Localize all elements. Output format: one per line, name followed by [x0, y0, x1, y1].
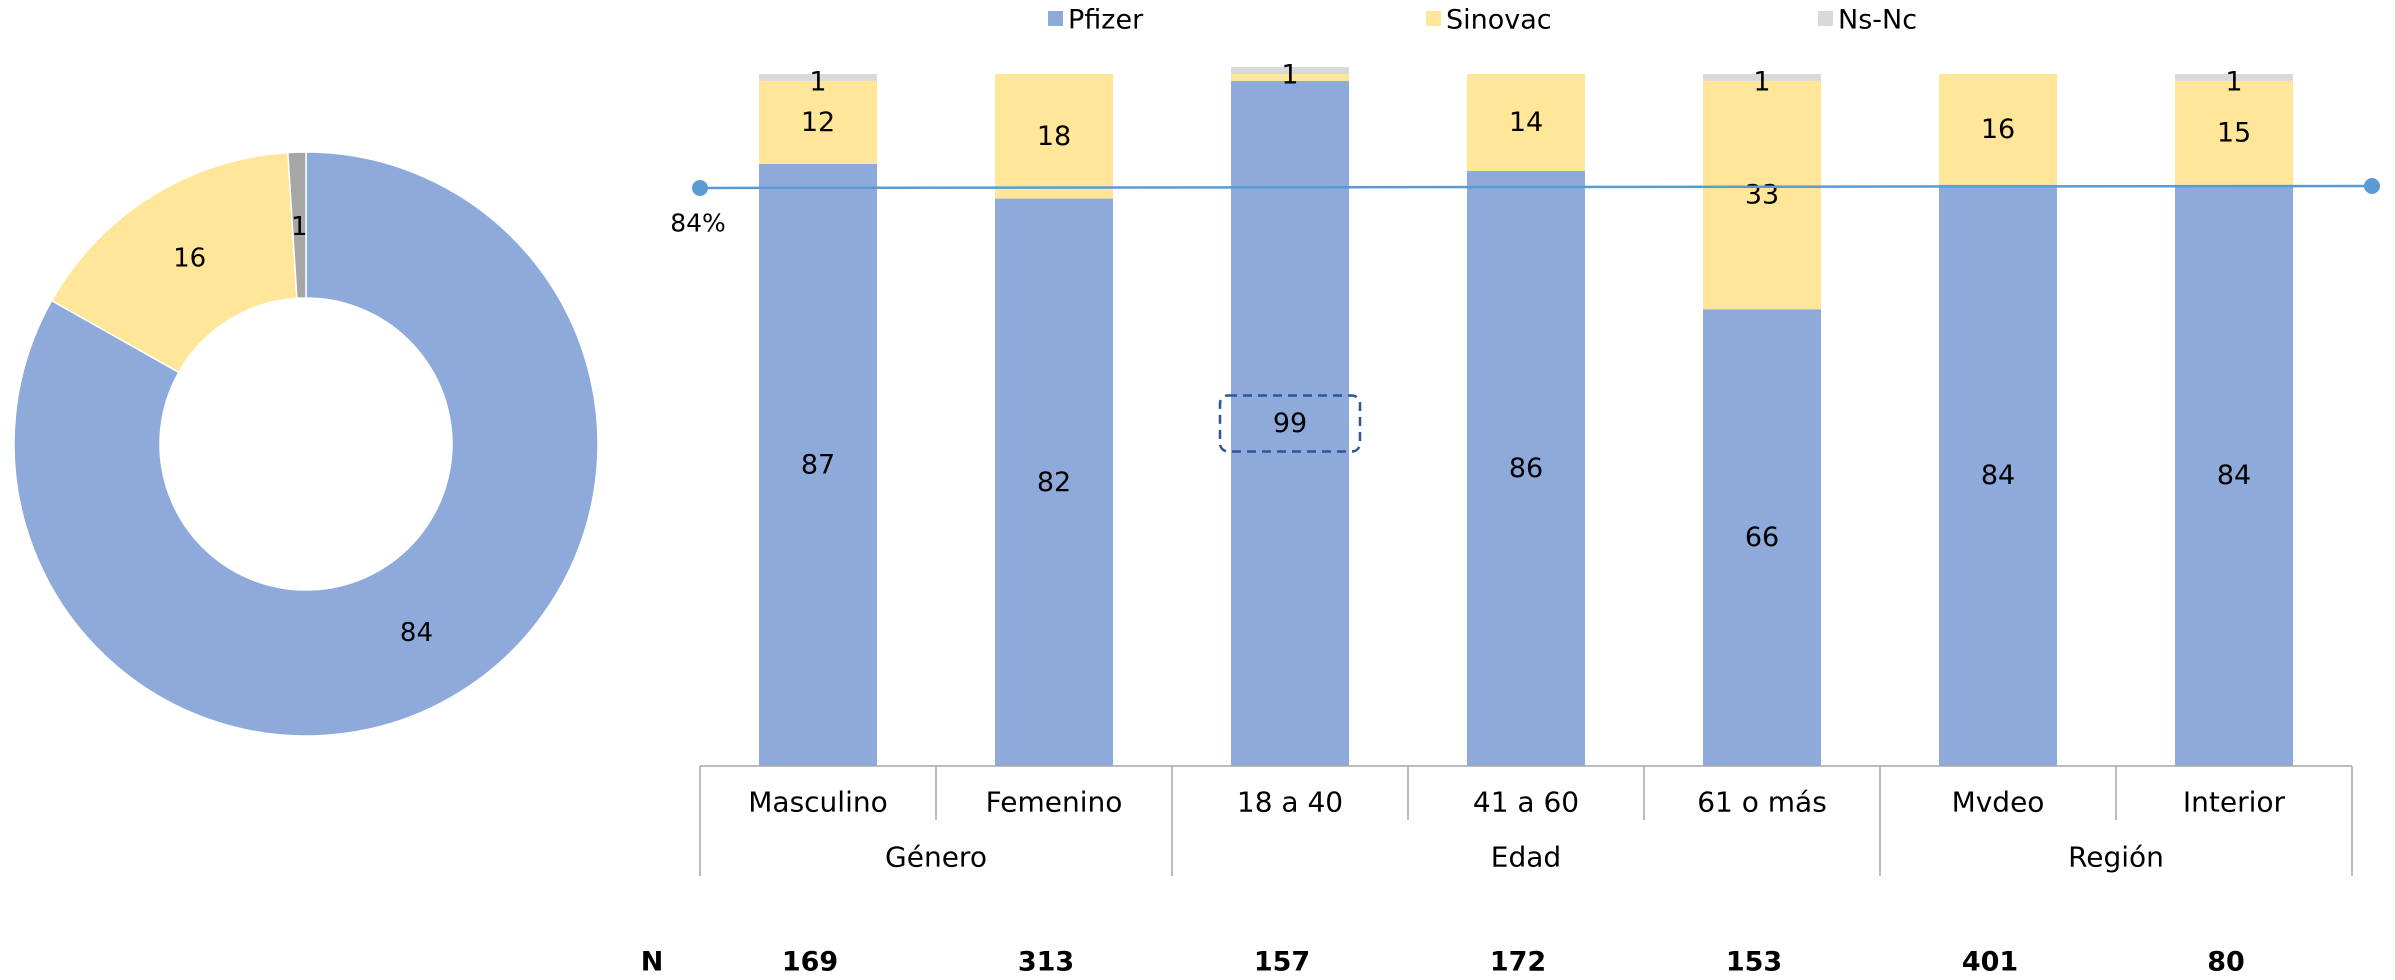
group-label: Género: [885, 841, 987, 874]
reference-line-marker: [2364, 178, 2380, 194]
bar-sinovac-2: [1231, 74, 1349, 81]
donut-chart: 84 16 1: [13, 151, 599, 737]
n-row-label: N: [641, 947, 664, 977]
donut-slice-pfizer: [13, 151, 599, 737]
reference-line: 84%: [670, 178, 2380, 238]
legend-label: Ns-Nc: [1838, 5, 1917, 36]
n-row-value: 157: [1254, 947, 1310, 977]
bar-data-label: 14: [1509, 107, 1543, 138]
bar-pfizer-4: [1703, 309, 1821, 766]
bar-pfizer-6: [2175, 184, 2293, 767]
donut-slice-sinovac: [50, 151, 298, 374]
n-row-value: 313: [1018, 947, 1074, 977]
bar-data-label: 16: [1981, 114, 2015, 145]
category-label: Interior: [2183, 786, 2286, 819]
bar-data-label: 15: [2217, 117, 2251, 148]
category-label: 41 a 60: [1473, 786, 1579, 819]
group-label: Edad: [1491, 841, 1561, 874]
bar-data-label: 84: [2217, 460, 2251, 491]
bar-ns-nc-2: [1231, 67, 1349, 74]
legend: Pfizer Sinovac Ns-Nc: [1048, 5, 1917, 36]
bar-data-label: 1: [809, 67, 826, 98]
legend-swatch: [1426, 11, 1441, 26]
reference-line-marker: [692, 180, 708, 196]
legend-swatch: [1818, 11, 1833, 26]
bar-data-label: 99: [1273, 408, 1307, 439]
bar-pfizer-1: [995, 198, 1113, 766]
bar-data-label: 18: [1037, 121, 1071, 152]
bar-data-label: 1: [1753, 67, 1770, 98]
group-label: Región: [2068, 841, 2164, 874]
bar-sinovac-0: [759, 80, 877, 164]
sample-size-row: N 169 313 157 172 153 401 80: [641, 947, 2245, 978]
category-axis: Masculino Femenino 18 a 40 41 a 60 61 o más M…: [699, 765, 2353, 876]
donut-label: 16: [173, 243, 206, 273]
bar-sinovac-1: [995, 74, 1113, 199]
bar-data-label: 84: [1981, 460, 2015, 491]
bar-data-label: 1: [1281, 60, 1298, 91]
highlight-box: [1218, 394, 1362, 453]
donut-slice-ns-nc: [287, 151, 307, 300]
bar-data-label: 86: [1509, 453, 1543, 484]
bar-ns-nc-4: [1703, 74, 1821, 81]
reference-line-segment: [699, 184, 2373, 190]
category-label: Mvdeo: [1952, 786, 2045, 819]
stacked-bar-chart: 87 12 1 82 18 99 1 86 14 66 33 1 84 16 84 15 1: [759, 60, 2293, 767]
bar-data-label: 1: [2225, 67, 2242, 98]
bar-data-label: 87: [801, 449, 835, 480]
reference-line-label: 84%: [670, 209, 726, 238]
bar-pfizer-2: [1231, 80, 1349, 767]
bar-ns-nc-6: [2175, 74, 2293, 81]
bar-sinovac-4: [1703, 80, 1821, 310]
bar-data-label: 66: [1745, 522, 1779, 553]
legend-label: Sinovac: [1446, 5, 1552, 36]
category-label: 61 o más: [1697, 786, 1827, 819]
bar-pfizer-5: [1939, 184, 2057, 767]
n-row-value: 172: [1490, 947, 1546, 977]
category-label: Masculino: [748, 786, 887, 819]
legend-swatch: [1048, 11, 1063, 26]
bar-sinovac-3: [1467, 74, 1585, 171]
bar-sinovac-5: [1939, 74, 2057, 185]
bar-data-label: 12: [801, 107, 835, 138]
n-row-value: 80: [2207, 947, 2245, 977]
n-row-value: 153: [1726, 947, 1782, 977]
bar-ns-nc-0: [759, 74, 877, 81]
category-label: 18 a 40: [1237, 786, 1343, 819]
donut-label: 84: [400, 618, 433, 648]
bar-pfizer-0: [759, 163, 877, 766]
legend-label: Pfizer: [1068, 5, 1144, 36]
bar-data-label: 82: [1037, 467, 1071, 498]
category-label: Femenino: [986, 786, 1123, 819]
bar-pfizer-3: [1467, 170, 1585, 766]
donut-label: 1: [291, 212, 308, 242]
bar-sinovac-6: [2175, 80, 2293, 185]
bar-data-label: 33: [1745, 180, 1779, 211]
n-row-value: 169: [782, 947, 838, 977]
n-row-value: 401: [1962, 947, 2018, 977]
